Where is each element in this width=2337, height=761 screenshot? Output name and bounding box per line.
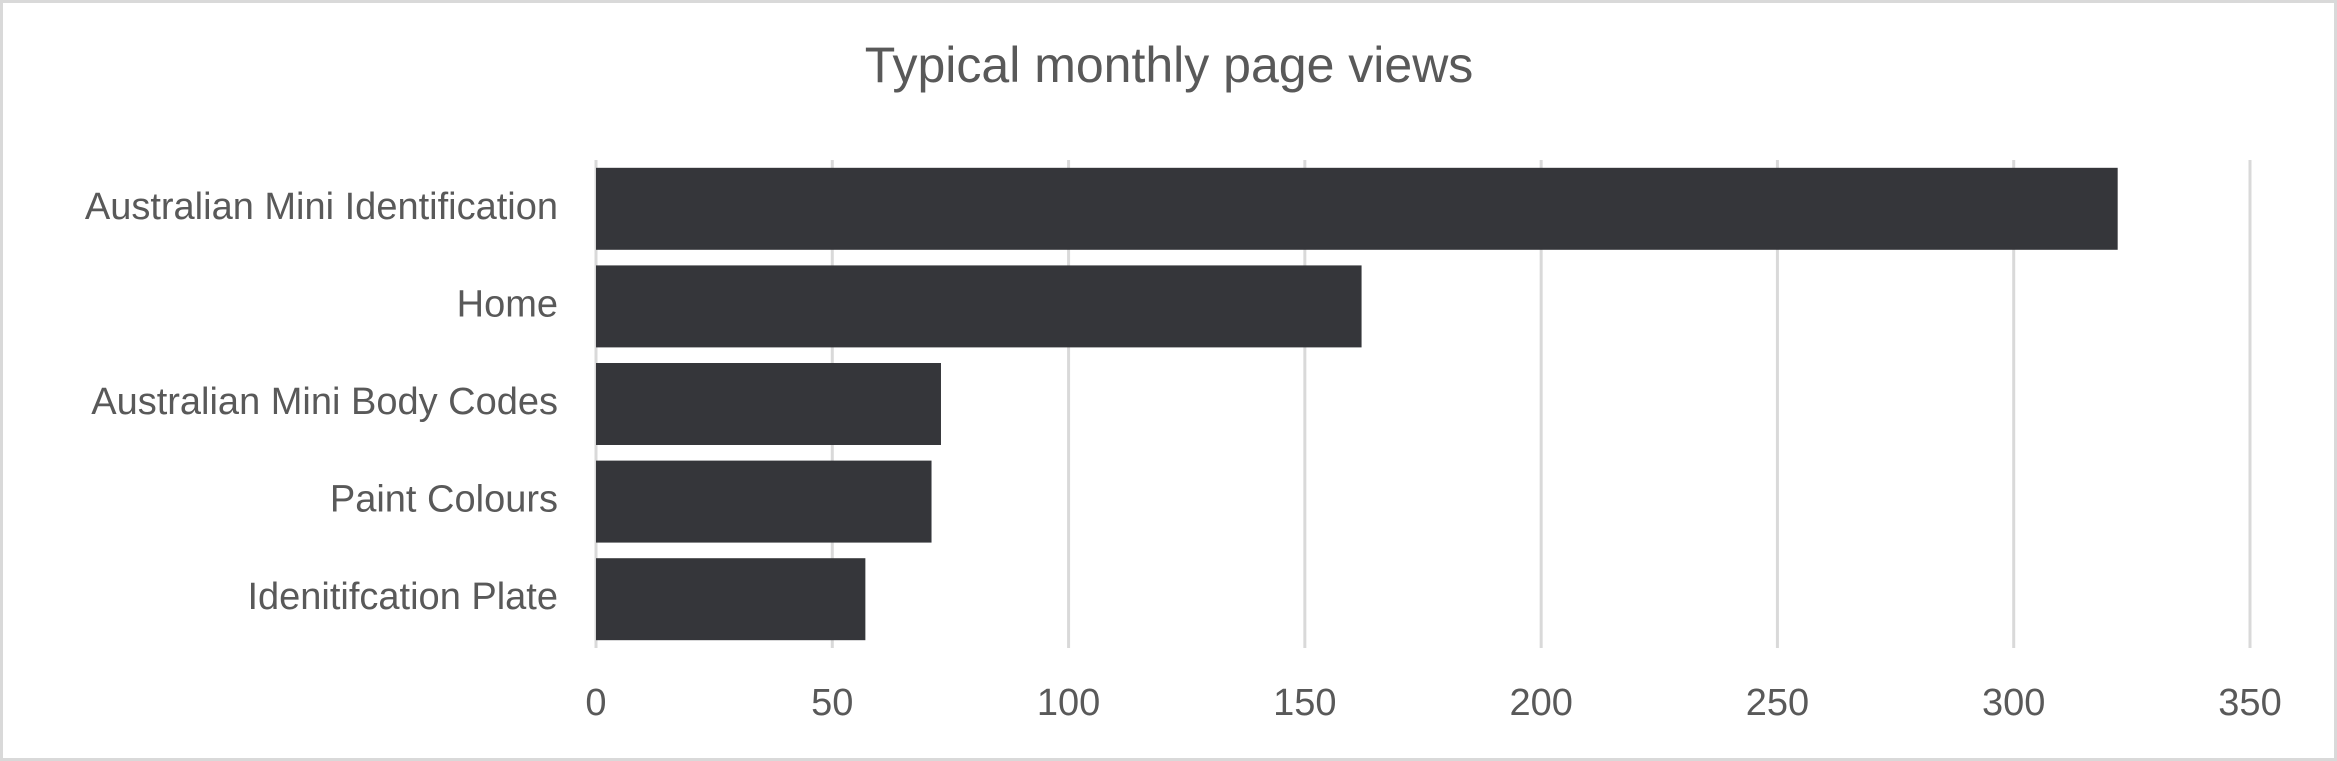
bar	[596, 167, 2118, 250]
y-tick-label: Paint Colours	[330, 479, 558, 521]
y-tick-label: Home	[457, 283, 558, 325]
x-tick-label: 50	[811, 682, 853, 724]
bar	[596, 460, 932, 543]
y-tick-label: Idenitifcation Plate	[247, 576, 558, 618]
x-tick-label: 200	[1509, 682, 1572, 724]
x-tick-label: 150	[1273, 682, 1336, 724]
bar	[596, 558, 866, 641]
x-tick-label: 250	[1746, 682, 1809, 724]
y-tick-label: Australian Mini Body Codes	[91, 381, 558, 423]
x-tick-label: 300	[1982, 682, 2045, 724]
chart-title: Typical monthly page views	[865, 37, 1474, 93]
y-tick-label: Australian Mini Identification	[85, 186, 558, 228]
x-tick-label: 350	[2218, 682, 2281, 724]
bar	[596, 265, 1362, 348]
x-tick-label: 100	[1037, 682, 1100, 724]
x-tick-label: 0	[585, 682, 606, 724]
bar	[596, 363, 941, 445]
